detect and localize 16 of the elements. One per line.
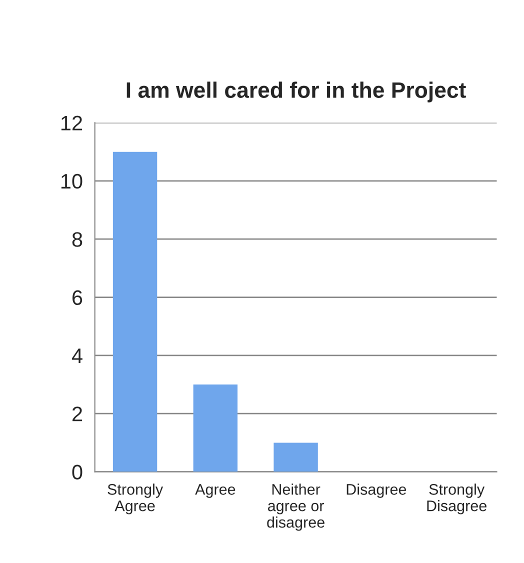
- bar: [193, 384, 238, 472]
- x-tick-label: Strongly Agree: [108, 484, 164, 514]
- bar: [112, 152, 158, 472]
- y-tick-label: 0: [72, 464, 82, 480]
- y-tick-label: 2: [72, 406, 82, 422]
- chart-title: I am well cared for in the Project: [126, 82, 466, 102]
- y-tick-label: 12: [61, 116, 82, 130]
- y-tick-label: 4: [72, 348, 82, 363]
- x-tick-label: Strongly Disagree: [427, 484, 486, 514]
- y-tick-label: 10: [61, 174, 82, 189]
- bar: [274, 442, 318, 472]
- x-tick-label: Disagree: [346, 484, 406, 498]
- y-tick-label: 6: [72, 290, 82, 306]
- y-tick-label: 8: [72, 232, 82, 247]
- x-tick-label: Agree: [195, 484, 236, 498]
- x-tick-label: Neither agree or disagree: [267, 484, 324, 531]
